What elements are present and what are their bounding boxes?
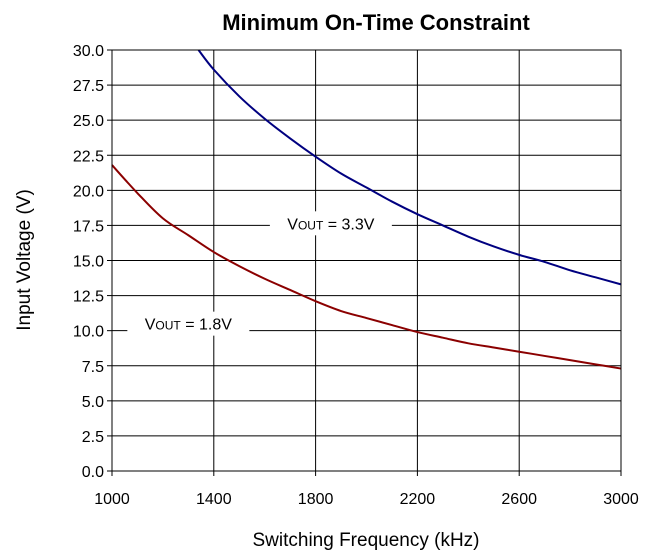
y-axis-ticks: 0.0 2.5 5.0 7.5 10.0 12.5 15.0 17.5 20.0 22.5 25.0… bbox=[73, 43, 104, 481]
y-tick-label: 20.0 bbox=[73, 183, 104, 200]
y-tick-label: 27.5 bbox=[73, 78, 104, 95]
y-tick-label: 12.5 bbox=[73, 289, 104, 306]
y-tick-label: 10.0 bbox=[73, 324, 104, 341]
y-tick-label: 17.5 bbox=[73, 218, 104, 235]
y-tick-label: 7.5 bbox=[82, 359, 104, 376]
series-lines bbox=[111, 49, 622, 370]
x-tick-label: 2600 bbox=[501, 491, 537, 508]
series-label-0: VOUT = 3.3V bbox=[287, 216, 374, 233]
series-label-bg bbox=[269, 211, 392, 236]
x-axis-ticks: 1000 1400 1800 2200 2600 3000 bbox=[94, 491, 639, 508]
chart-title: Minimum On-Time Constraint bbox=[222, 10, 530, 35]
y-tick-label: 25.0 bbox=[73, 113, 104, 130]
y-tick-label: 15.0 bbox=[73, 254, 104, 271]
y-tick-label: 5.0 bbox=[82, 394, 104, 411]
grid bbox=[107, 49, 622, 476]
series-line-1 bbox=[111, 164, 622, 370]
series-line-0 bbox=[197, 49, 622, 286]
series-labels: VOUT = 3.3V VOUT = 1.8V bbox=[127, 211, 392, 336]
y-tick-label: 22.5 bbox=[73, 148, 104, 165]
y-axis-label: Input Voltage (V) bbox=[14, 189, 35, 331]
y-tick-label: 0.0 bbox=[82, 464, 104, 481]
plot-frame bbox=[111, 49, 622, 472]
y-tick-label: 2.5 bbox=[82, 429, 104, 446]
x-tick-label: 3000 bbox=[603, 491, 639, 508]
x-axis-label: Switching Frequency (kHz) bbox=[252, 530, 479, 551]
series-label-bg bbox=[127, 311, 250, 336]
y-tick-label: 30.0 bbox=[73, 43, 104, 60]
x-tick-label: 1400 bbox=[196, 491, 232, 508]
x-tick-label: 2200 bbox=[400, 491, 436, 508]
series-label-1: VOUT = 1.8V bbox=[145, 317, 232, 334]
x-tick-label: 1800 bbox=[298, 491, 334, 508]
x-tick-label: 1000 bbox=[94, 491, 130, 508]
